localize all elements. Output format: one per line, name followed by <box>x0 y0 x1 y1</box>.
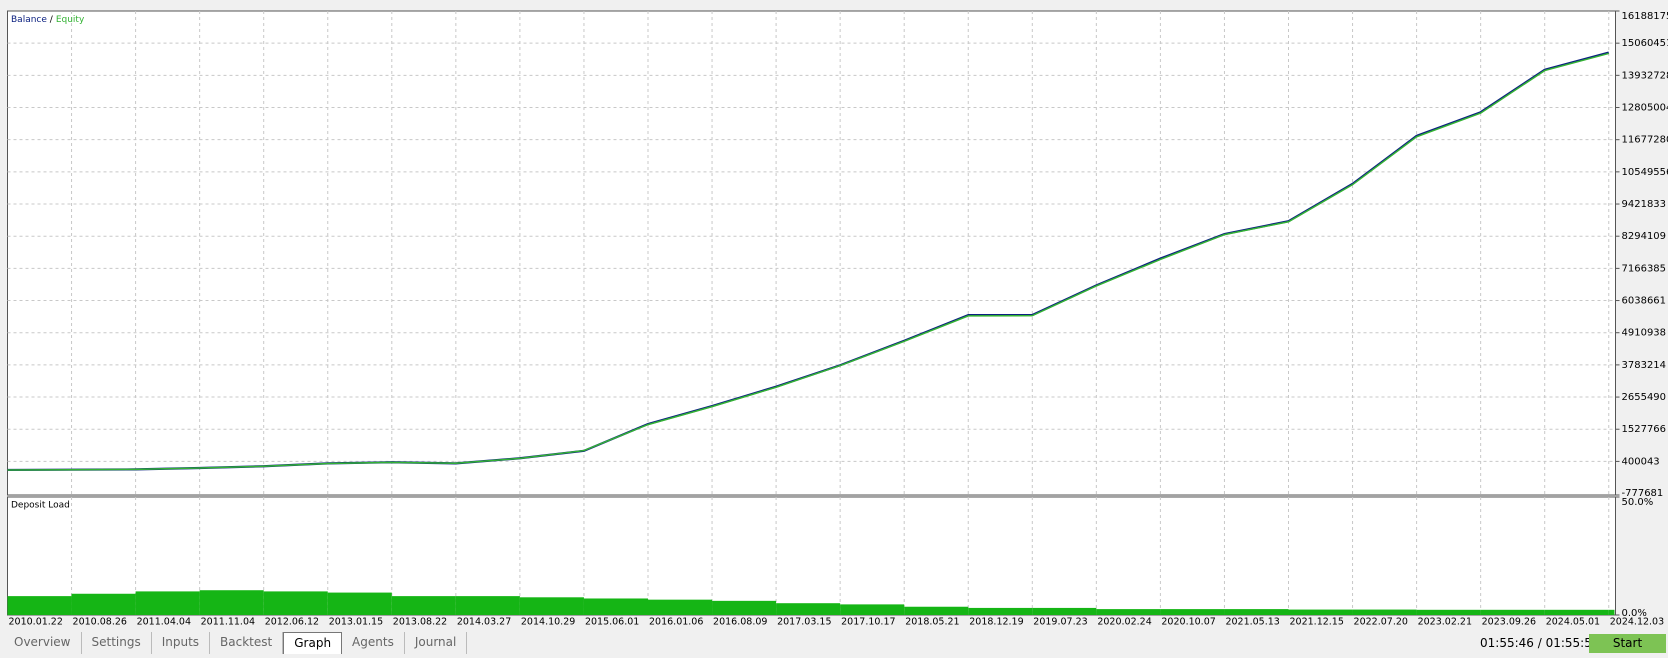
bar <box>840 604 905 615</box>
y-tick-label: 12805004 <box>1622 103 1668 114</box>
bar <box>7 596 72 615</box>
bar <box>1224 609 1289 615</box>
y-tick-label: 7166385 <box>1622 263 1667 274</box>
x-tick-label: 2013.08.22 <box>393 617 447 628</box>
x-tick-label: 2014.03.27 <box>457 617 511 628</box>
bar <box>968 607 1033 615</box>
y-tick-label: 50.0% <box>1622 497 1654 508</box>
tab[interactable]: Settings <box>82 632 152 654</box>
tab[interactable]: Inputs <box>152 632 211 654</box>
y-tick-label: 6038661 <box>1622 296 1667 307</box>
tab[interactable]: Journal <box>405 632 468 654</box>
x-tick-label: 2018.12.19 <box>969 617 1023 628</box>
bar <box>1032 607 1097 615</box>
y-tick-label: 11677280 <box>1622 135 1668 146</box>
legend-separator: / <box>50 15 54 25</box>
x-tick-label: 2016.01.06 <box>649 617 703 628</box>
start-button[interactable]: Start <box>1589 634 1666 653</box>
y-tick-label: 10549556 <box>1622 167 1668 178</box>
x-tick-label: 2013.01.15 <box>329 617 383 628</box>
bar <box>327 592 392 615</box>
tab[interactable]: Backtest <box>210 632 284 654</box>
x-tick-label: 2023.09.26 <box>1482 617 1536 628</box>
x-tick-label: 2024.12.03 <box>1610 617 1664 628</box>
x-tick-label: 2017.03.15 <box>777 617 831 628</box>
bar <box>391 596 456 615</box>
y-tick-label: 13932728 <box>1622 70 1668 81</box>
y-tick-label: -777681 <box>1622 488 1664 499</box>
x-tick-label: 2019.07.23 <box>1033 617 1087 628</box>
x-tick-label: 2017.10.17 <box>841 617 895 628</box>
y-tick-label: 8294109 <box>1622 231 1667 242</box>
x-tick-label: 2012.06.12 <box>265 617 319 628</box>
x-tick-label: 2010.01.22 <box>9 617 63 628</box>
bar <box>776 603 841 615</box>
bar <box>135 591 200 615</box>
bar <box>1480 609 1545 615</box>
bar <box>1608 609 1615 615</box>
main-plot <box>7 10 1616 496</box>
y-tick-label: 0.0% <box>1622 608 1647 619</box>
y-tick-label: 4910938 <box>1622 328 1667 339</box>
x-tick-label: 2015.06.01 <box>585 617 639 628</box>
bar <box>1160 609 1225 615</box>
y-tick-label: 2655490 <box>1622 392 1667 403</box>
y-tick-label: 9421833 <box>1622 199 1667 210</box>
bar <box>519 597 584 615</box>
tab[interactable]: Graph <box>283 632 343 654</box>
chart: Deposit Load -777681 400043 1527766 2655490… <box>7 10 1668 628</box>
y-tick-label: 16188175 <box>1622 11 1668 22</box>
x-tick-label: 2011.04.04 <box>137 617 191 628</box>
x-tick-label: 2023.02.21 <box>1418 617 1472 628</box>
bar <box>1096 609 1161 615</box>
legend: Balance / Equity <box>11 15 85 25</box>
bar <box>904 606 969 615</box>
tab[interactable]: Overview <box>4 632 82 654</box>
x-tick-label: 2011.11.04 <box>201 617 255 628</box>
bar <box>1416 609 1481 615</box>
bar <box>199 590 264 615</box>
x-tick-label: 2022.07.20 <box>1354 617 1408 628</box>
x-tick-label: 2018.05.21 <box>905 617 959 628</box>
legend-entry: Balance <box>11 15 47 25</box>
bar <box>1288 609 1353 615</box>
y-tick-label: 400043 <box>1622 456 1660 467</box>
x-tick-label: 2016.08.09 <box>713 617 767 628</box>
bar <box>455 596 520 615</box>
bar <box>583 598 648 615</box>
elapsed-time: 01:55:46 / 01:55:52 <box>1480 636 1600 650</box>
y-tick-label: 15060451 <box>1622 38 1668 49</box>
load-title: Deposit Load <box>11 501 70 511</box>
series-line <box>7 52 1609 471</box>
tab-bar: Overview Settings Inputs Backtest Graph Agent… <box>4 632 468 654</box>
x-tick-label: 2010.08.26 <box>73 617 127 628</box>
y-tick-label: 3783214 <box>1622 360 1667 371</box>
bar <box>648 599 713 615</box>
bar <box>1544 609 1609 615</box>
tab[interactable]: Agents <box>342 632 405 654</box>
x-tick-label: 2024.05.01 <box>1546 617 1600 628</box>
bar <box>263 591 328 615</box>
x-tick-label: 2020.02.24 <box>1097 617 1151 628</box>
x-tick-label: 2020.10.07 <box>1161 617 1215 628</box>
bar <box>1352 609 1417 615</box>
x-tick-label: 2014.10.29 <box>521 617 575 628</box>
y-tick-label: 1527766 <box>1622 424 1667 435</box>
bar <box>71 593 136 615</box>
x-tick-label: 2021.05.13 <box>1225 617 1279 628</box>
x-tick-label: 2021.12.15 <box>1290 617 1344 628</box>
legend-entry: Equity <box>56 15 85 25</box>
bar <box>712 600 777 615</box>
